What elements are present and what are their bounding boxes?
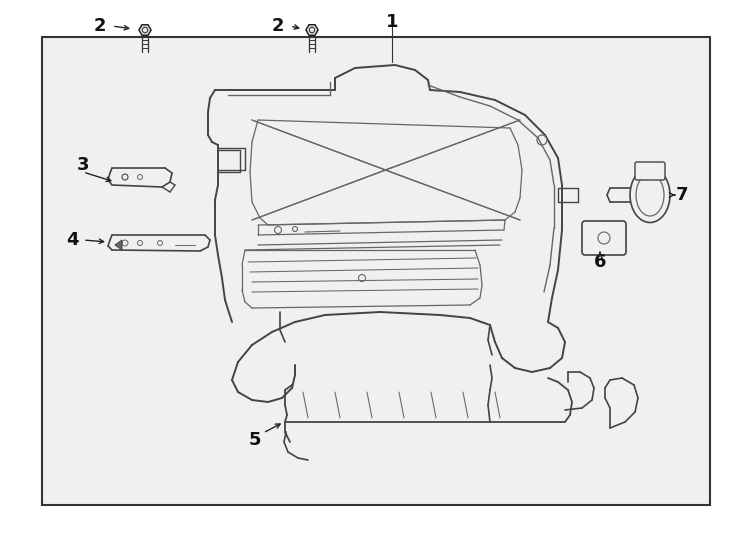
Text: 6: 6 [594, 253, 606, 271]
Text: 2: 2 [94, 17, 106, 35]
Text: 3: 3 [77, 156, 90, 174]
Bar [42, 37, 710, 505]
FancyBboxPatch shape [582, 221, 626, 255]
Polygon shape [115, 240, 122, 250]
Polygon shape [139, 25, 151, 35]
Text: 2: 2 [272, 17, 284, 35]
Ellipse shape [630, 167, 670, 222]
FancyBboxPatch shape [635, 162, 665, 180]
Text: 1: 1 [386, 13, 399, 31]
Text: 5: 5 [249, 431, 261, 449]
Polygon shape [306, 25, 318, 35]
Text: 4: 4 [66, 231, 79, 249]
Ellipse shape [636, 174, 664, 216]
Text: 7: 7 [676, 186, 688, 204]
